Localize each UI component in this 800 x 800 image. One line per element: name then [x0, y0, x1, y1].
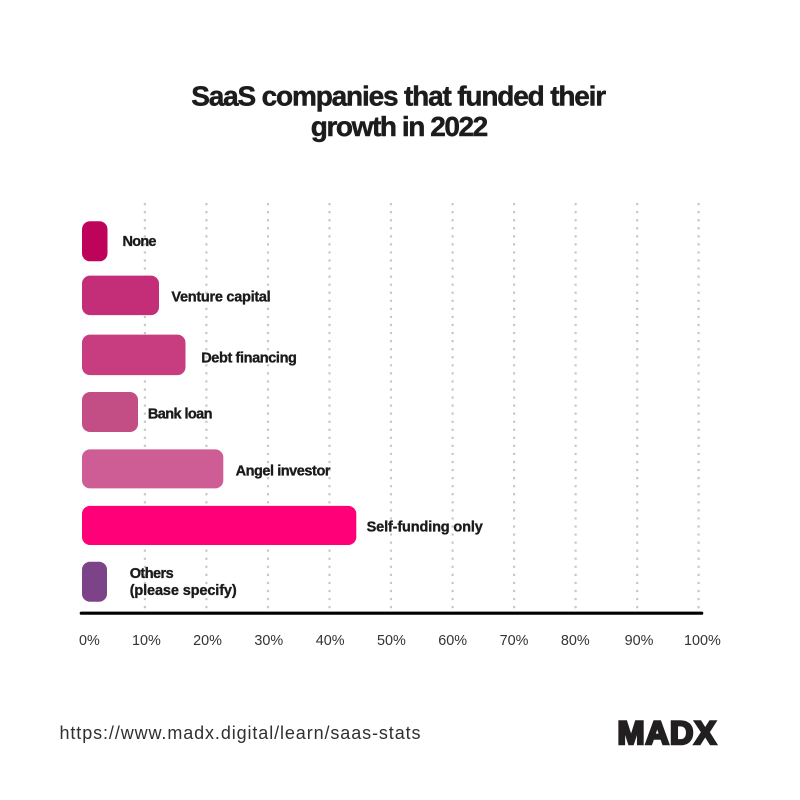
svg-text:50%: 50%: [377, 633, 406, 649]
svg-text:80%: 80%: [561, 633, 590, 649]
svg-text:https://www.madx.digital/learn: https://www.madx.digital/learn/saas-stat…: [60, 723, 421, 743]
svg-text:20%: 20%: [193, 633, 222, 649]
svg-text:MADX: MADX: [618, 715, 717, 751]
svg-text:None: None: [123, 234, 157, 250]
svg-text:90%: 90%: [625, 633, 654, 649]
svg-text:SaaS companies that funded the: SaaS companies that funded their: [191, 80, 606, 111]
svg-text:growth in 2022: growth in 2022: [311, 111, 488, 142]
svg-text:0%: 0%: [79, 633, 100, 649]
svg-text:Venture capital: Venture capital: [171, 289, 270, 305]
svg-text:Angel investor: Angel investor: [236, 463, 331, 479]
svg-text:60%: 60%: [438, 633, 467, 649]
svg-text:Debt financing: Debt financing: [201, 351, 297, 367]
svg-text:10%: 10%: [132, 633, 161, 649]
svg-text:(please specify): (please specify): [130, 583, 237, 599]
svg-text:40%: 40%: [316, 633, 345, 649]
svg-text:Others: Others: [130, 566, 174, 582]
svg-text:100%: 100%: [684, 633, 721, 649]
svg-text:30%: 30%: [254, 633, 283, 649]
svg-text:Bank loan: Bank loan: [148, 406, 213, 422]
svg-text:70%: 70%: [500, 633, 529, 649]
svg-text:Self-funding only: Self-funding only: [367, 520, 483, 536]
